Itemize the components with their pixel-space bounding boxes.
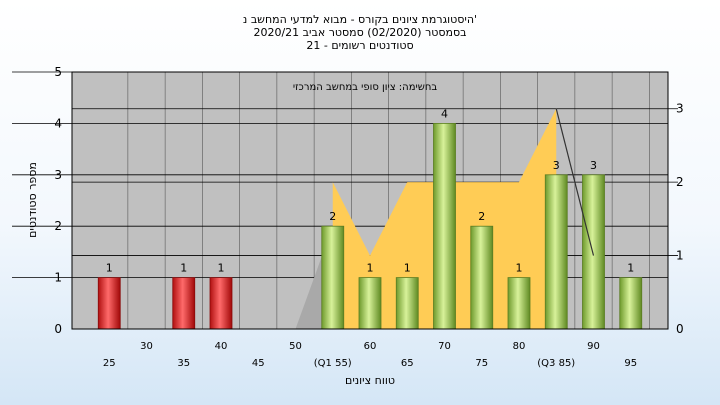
bar-value-label: 1	[367, 262, 374, 275]
x-tick-label: 70	[438, 341, 451, 352]
bar-80	[507, 277, 531, 330]
bar-85	[544, 174, 568, 330]
x-tick-label: 35	[177, 358, 190, 369]
bar-40	[209, 277, 233, 330]
plot-inner-title: בחשימה: ציון סופי במחשב המרכזי	[293, 82, 438, 93]
bar-value-label: 4	[441, 107, 448, 120]
bar-70	[433, 123, 456, 330]
x-axis-label: טווח ציונים	[345, 374, 395, 387]
overlay-line-layer	[555, 108, 595, 256]
bar-65	[395, 277, 419, 330]
bars-layer	[97, 123, 643, 330]
y-axis-label: מספר סטודנטים	[26, 162, 39, 238]
bar-75	[470, 225, 494, 330]
x-tick-label: 65	[401, 358, 414, 369]
chart-title-line-3: סטודנטים רשומים - 21	[306, 39, 414, 52]
bar-90	[582, 174, 605, 330]
x-tick-label: 45	[252, 358, 265, 369]
bar-value-label: 1	[404, 262, 411, 275]
y-tick-label: 2	[54, 219, 62, 233]
y2-tick-label: 1	[676, 249, 684, 263]
bar-value-label: 3	[590, 159, 597, 172]
bar-value-label: 1	[218, 262, 225, 275]
y-tick-label: 5	[54, 65, 62, 79]
x-tick-label: 40	[215, 341, 228, 352]
bar-55	[321, 225, 345, 330]
x-tick-label: (Q1 55)	[314, 358, 352, 369]
x-tick-label: 90	[587, 341, 600, 352]
overlay-line	[555, 108, 595, 256]
x-tick-label: 60	[364, 341, 377, 352]
y-tick-label: 4	[54, 116, 62, 130]
x-tick-label: 80	[513, 341, 526, 352]
x-tick-label: 75	[475, 358, 488, 369]
x-tick-label: 50	[289, 341, 302, 352]
bar-value-label: 2	[329, 210, 336, 223]
chart-title-line-1: היסטוגרמת ציונים בקורס - מבוא למדעי המחש…	[242, 13, 478, 26]
x-tick-label: 30	[140, 341, 153, 352]
bar-value-label: 1	[516, 262, 523, 275]
y-tick-label: 0	[54, 322, 62, 336]
bar-value-label: 1	[627, 262, 634, 275]
y2-tick-label: 3	[676, 102, 684, 116]
y-tick-label: 3	[54, 168, 62, 182]
x-tick-label: (Q3 85)	[537, 358, 575, 369]
y-tick-label: 1	[54, 271, 62, 285]
bar-35	[172, 277, 196, 330]
x-tick-label: 95	[624, 358, 637, 369]
bar-value-label: 1	[180, 262, 187, 275]
y2-tick-label: 0	[676, 322, 684, 336]
x-tick-label: 25	[103, 358, 116, 369]
bar-25	[97, 277, 121, 330]
axes-layer	[71, 72, 669, 330]
bar-value-label: 3	[553, 159, 560, 172]
bar-value-label: 1	[106, 262, 113, 275]
y2-tick-label: 2	[676, 175, 684, 189]
bar-value-label: 2	[478, 210, 485, 223]
bar-60	[358, 277, 382, 330]
bar-95	[619, 277, 643, 330]
chart-title-line-2: בסמסטר (02/2020) סמסטר אביב 2020/21	[253, 26, 467, 39]
